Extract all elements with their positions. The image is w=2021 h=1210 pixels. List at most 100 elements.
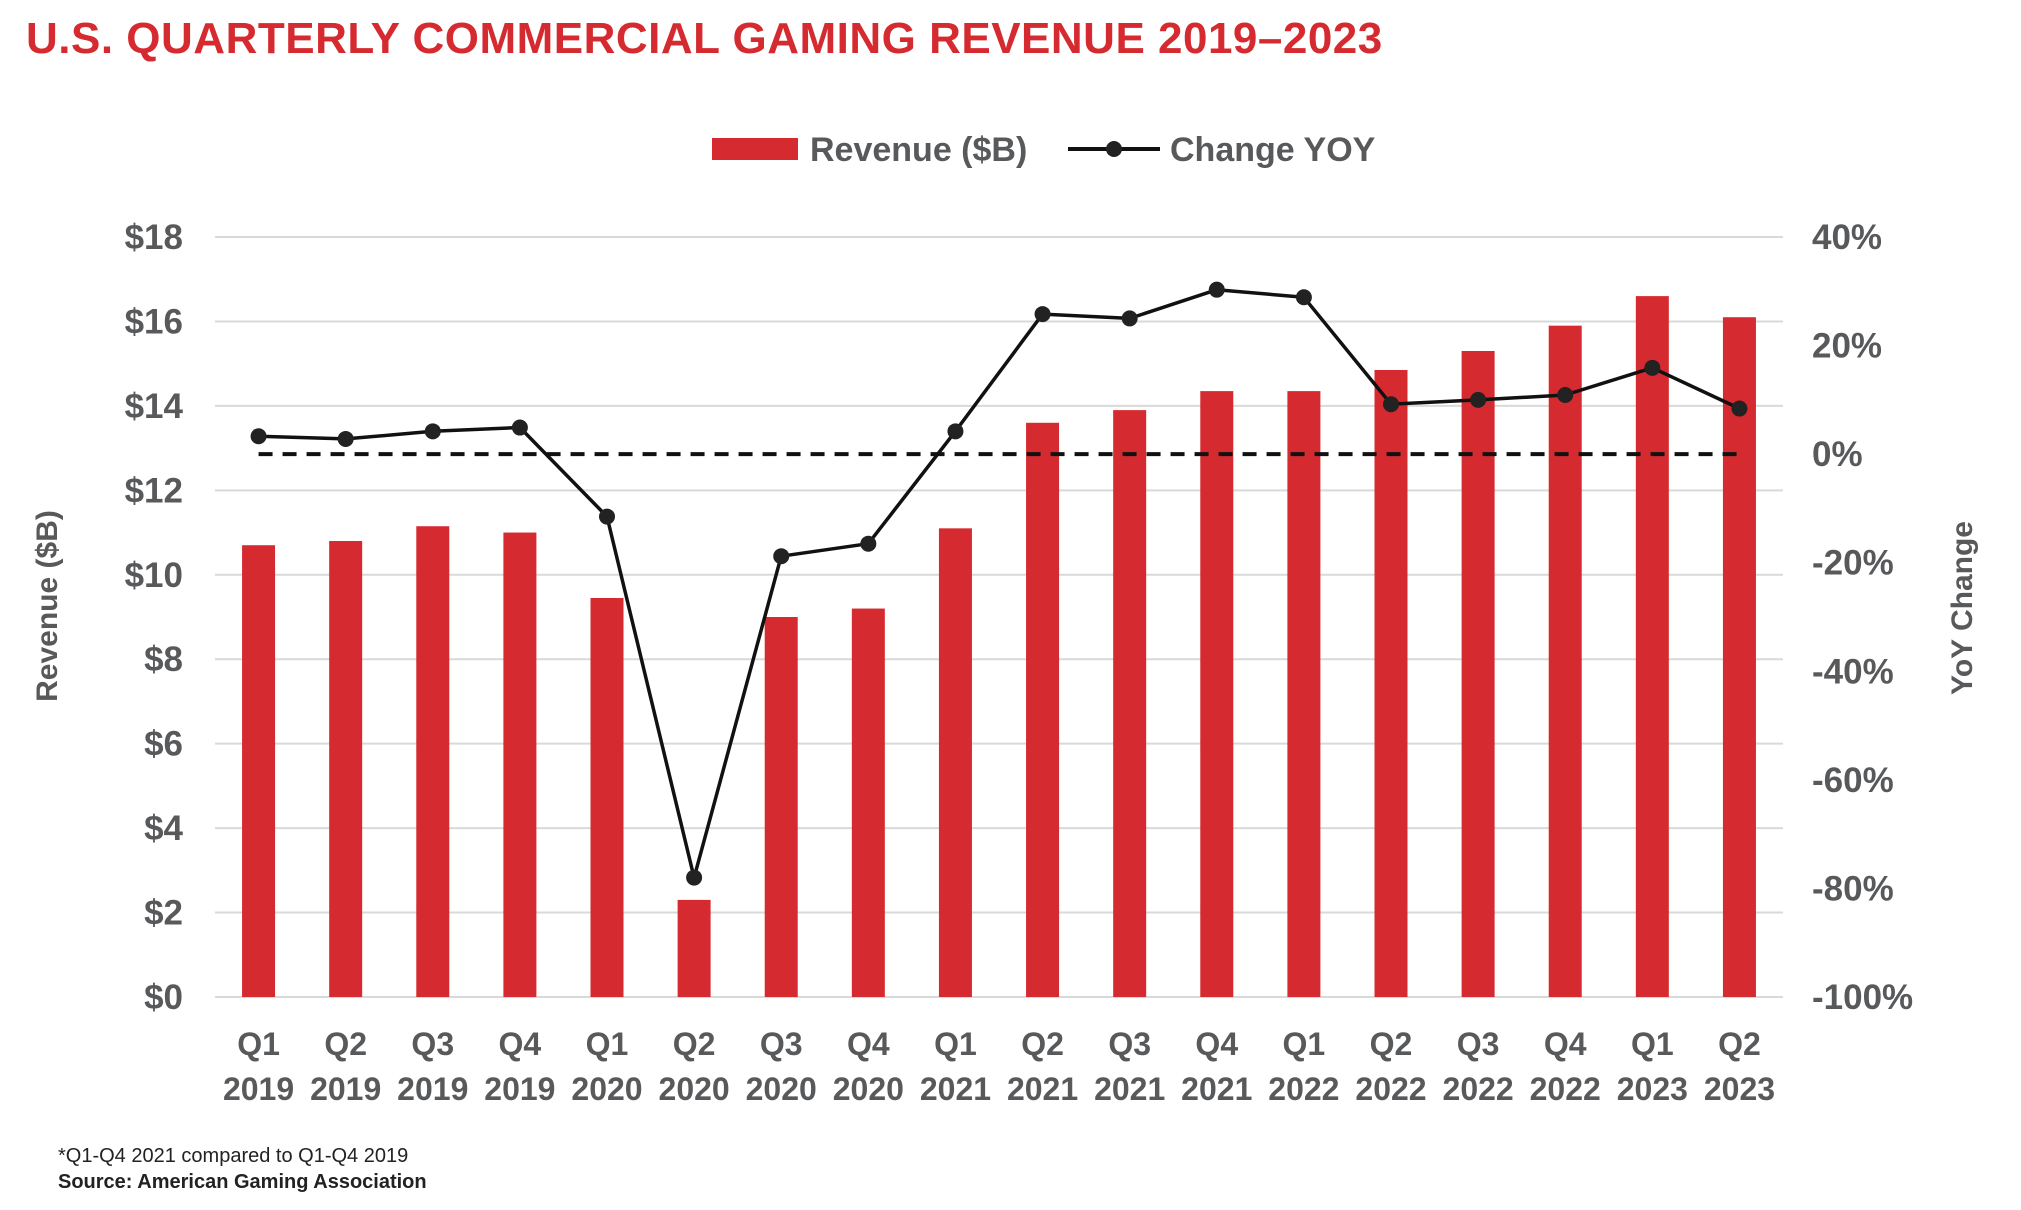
revenue-bars: [242, 296, 1756, 998]
chart-title: U.S. QUARTERLY COMMERCIAL GAMING REVENUE…: [26, 14, 1383, 63]
change-yoy-point: [686, 869, 703, 886]
change-yoy-point: [773, 548, 790, 565]
change-yoy-point: [1295, 289, 1312, 306]
revenue-bar: [1026, 422, 1060, 997]
x-axis-categories: Q1 2019 Q2 2019 Q3 2019 Q4 2019 Q1 2020 Q2 2020 Q3 20…: [223, 1026, 1775, 1107]
legend-change-label: Change YOY: [1170, 131, 1376, 169]
x-year-label: 2021: [1007, 1071, 1078, 1107]
source-note: Source: American Gaming Association: [58, 1171, 427, 1193]
y2-tick-label: -40%: [1812, 652, 1894, 691]
change-yoy-point: [860, 535, 877, 552]
legend-change-marker: [1106, 141, 1122, 157]
y2-tick-label: 40%: [1812, 218, 1882, 257]
x-year-label: 2020: [659, 1071, 730, 1107]
y-tick-label: $8: [144, 640, 183, 679]
x-quarter-label: Q3: [760, 1026, 803, 1062]
revenue-bar: [1374, 370, 1408, 997]
x-year-label: 2019: [310, 1071, 381, 1107]
x-year-label: 2021: [1094, 1071, 1165, 1107]
change-yoy-point: [1034, 306, 1051, 323]
x-year-label: 2022: [1268, 1071, 1339, 1107]
legend-revenue-label: Revenue ($B): [810, 131, 1027, 169]
change-yoy-point: [250, 428, 267, 445]
revenue-bar: [590, 598, 624, 997]
x-quarter-label: Q4: [499, 1026, 542, 1062]
revenue-bar: [1200, 391, 1234, 998]
revenue-bar: [329, 541, 363, 997]
change-yoy-point: [1470, 391, 1487, 408]
footnote: *Q1-Q4 2021 compared to Q1-Q4 2019: [58, 1145, 409, 1167]
x-year-label: 2019: [397, 1071, 468, 1107]
revenue-bar: [938, 528, 972, 997]
change-yoy-point: [1383, 396, 1399, 413]
x-quarter-label: Q1: [237, 1026, 280, 1062]
y2-tick-label: -100%: [1812, 978, 1913, 1017]
x-quarter-label: Q1: [586, 1026, 629, 1062]
x-quarter-label: Q1: [1631, 1026, 1674, 1062]
x-year-label: 2022: [1443, 1071, 1514, 1107]
legend: Revenue ($B) Change YOY: [712, 131, 1376, 169]
revenue-bar: [851, 608, 885, 997]
change-yoy-point: [1731, 400, 1748, 417]
y2-axis-title: YoY Change: [1946, 521, 1979, 695]
x-quarter-label: Q4: [847, 1026, 890, 1062]
y2-tick-label: 20%: [1812, 327, 1882, 366]
revenue-bar: [1635, 296, 1669, 998]
y-tick-label: $12: [125, 471, 183, 510]
y-axis-title: Revenue ($B): [31, 510, 64, 702]
revenue-bar: [1287, 391, 1321, 998]
x-year-label: 2020: [571, 1071, 642, 1107]
change-yoy-point: [1644, 359, 1661, 376]
x-quarter-label: Q3: [1108, 1026, 1151, 1062]
revenue-bar: [416, 526, 450, 997]
x-year-label: 2020: [746, 1071, 817, 1107]
x-quarter-label: Q2: [1370, 1026, 1413, 1062]
x-year-label: 2021: [920, 1071, 991, 1107]
revenue-bar: [1722, 317, 1756, 997]
change-yoy-point: [511, 419, 528, 436]
y2-tick-label: -20%: [1812, 544, 1894, 583]
change-yoy-point: [337, 430, 354, 447]
change-yoy-point: [1208, 281, 1225, 298]
x-year-label: 2023: [1617, 1071, 1688, 1107]
x-year-label: 2023: [1704, 1071, 1775, 1107]
change-yoy-point: [1121, 310, 1138, 327]
x-year-label: 2019: [223, 1071, 294, 1107]
y-tick-label: $18: [125, 218, 183, 257]
y-tick-label: $16: [125, 302, 183, 341]
x-year-label: 2021: [1181, 1071, 1252, 1107]
x-quarter-label: Q2: [1718, 1026, 1761, 1062]
change-yoy-point: [599, 508, 615, 525]
y-tick-label: $14: [125, 387, 184, 426]
change-yoy-polyline: [258, 287, 1741, 880]
change-yoy-point: [947, 423, 964, 440]
axis-tick-labels: $0 $2 $4 $6 $8 $10 $12 $14 $16 $18 -100% -80% -60% -4…: [125, 218, 1914, 1017]
x-quarter-label: Q4: [1544, 1026, 1587, 1062]
legend-revenue-swatch: [712, 138, 798, 160]
revenue-bar: [242, 545, 276, 997]
revenue-bar: [1461, 351, 1495, 997]
change-yoy-point: [1557, 386, 1574, 403]
x-quarter-label: Q3: [1457, 1026, 1500, 1062]
y-tick-label: $2: [144, 894, 183, 933]
revenue-bar: [677, 899, 711, 997]
gridlines: [215, 236, 1783, 998]
x-quarter-label: Q2: [324, 1026, 367, 1062]
y-tick-label: $6: [144, 725, 183, 764]
revenue-bar: [1548, 325, 1582, 998]
x-quarter-label: Q3: [411, 1026, 454, 1062]
change-yoy-point: [424, 423, 441, 440]
y-tick-label: $10: [125, 556, 183, 595]
x-year-label: 2019: [484, 1071, 555, 1107]
x-quarter-label: Q2: [1021, 1026, 1064, 1062]
x-year-label: 2022: [1355, 1071, 1426, 1107]
y-tick-label: $0: [144, 978, 183, 1017]
revenue-bar: [503, 532, 537, 997]
x-quarter-label: Q1: [1283, 1026, 1326, 1062]
change-yoy-line: [250, 281, 1748, 886]
y2-tick-label: -80%: [1812, 869, 1894, 908]
y2-tick-label: -60%: [1812, 761, 1894, 800]
x-quarter-label: Q2: [673, 1026, 716, 1062]
y-tick-label: $4: [144, 809, 183, 848]
